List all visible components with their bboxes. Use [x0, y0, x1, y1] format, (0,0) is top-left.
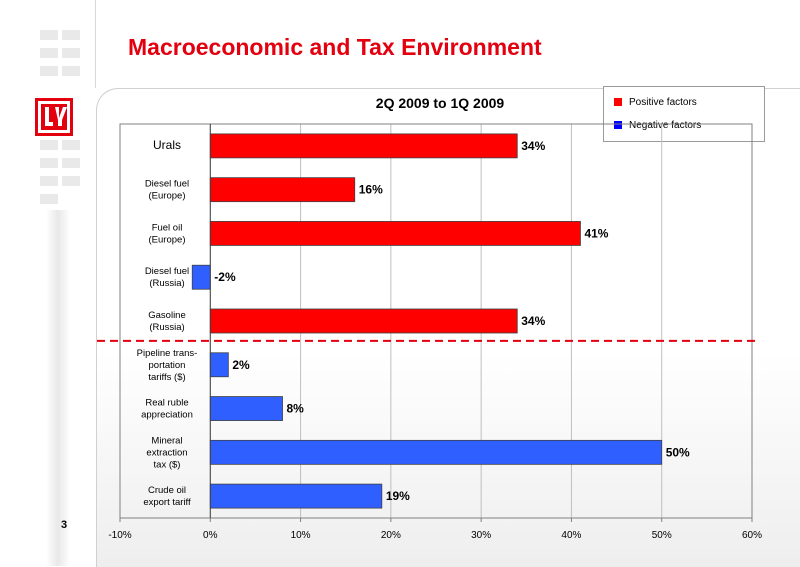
- legend-item-negative: Negative factors: [614, 118, 701, 132]
- data-label: 41%: [584, 226, 608, 240]
- x-tick-label: 0%: [203, 530, 218, 541]
- slide-title: Macroeconomic and Tax Environment: [128, 34, 542, 60]
- data-label: 16%: [359, 183, 383, 197]
- bar: [209, 352, 229, 378]
- bar: [209, 439, 663, 465]
- x-tick-label: 60%: [742, 530, 762, 541]
- data-label: -2%: [214, 270, 236, 284]
- chart-title: 2Q 2009 to 1Q 2009: [375, 95, 505, 111]
- x-tick-label: 30%: [471, 530, 491, 541]
- plot-frame: [119, 123, 753, 519]
- legend-item-positive: Positive factors: [614, 95, 697, 109]
- legend-swatch-negative: [614, 121, 622, 129]
- data-label: 19%: [386, 489, 410, 503]
- x-tick-label: 20%: [381, 530, 401, 541]
- bar: [209, 221, 581, 246]
- category-label: Gasoline (Russia): [148, 310, 186, 333]
- lukoil-logo-icon: [35, 98, 73, 136]
- data-label: 50%: [666, 445, 690, 459]
- x-tick-label: 40%: [561, 530, 581, 541]
- category-label: Urals: [153, 138, 181, 152]
- data-label: 34%: [521, 314, 545, 328]
- bar: [209, 177, 356, 203]
- legend-label-positive: Positive factors: [629, 96, 697, 108]
- bar: [209, 308, 518, 334]
- category-label: Real ruble appreciation: [141, 398, 193, 421]
- category-label: Diesel fuel (Russia): [145, 266, 189, 289]
- data-label: 8%: [287, 402, 305, 416]
- x-tick-label: 10%: [291, 530, 311, 541]
- category-label: Pipeline trans-portation tariffs ($): [137, 348, 198, 383]
- data-label: 34%: [521, 139, 545, 153]
- bar: [209, 483, 383, 509]
- bar: [209, 133, 518, 159]
- category-label: Crude oil export tariff: [143, 485, 191, 508]
- data-label: 2%: [232, 358, 250, 372]
- header-frame: [95, 0, 800, 88]
- legend-swatch-positive: [614, 98, 622, 106]
- left-decorative-stripes: [0, 0, 100, 566]
- page-number: 3: [61, 519, 68, 531]
- x-tick-label: -10%: [108, 530, 131, 541]
- category-label: Fuel oil (Europe): [149, 222, 186, 245]
- category-label: Diesel fuel (Europe): [145, 179, 189, 202]
- x-tick-label: 50%: [652, 530, 672, 541]
- bar: [191, 264, 211, 290]
- category-label: Mineral extraction tax ($): [146, 435, 187, 470]
- bar: [209, 396, 283, 421]
- chart-legend: Positive factors Negative factors: [603, 86, 765, 142]
- legend-label-negative: Negative factors: [629, 119, 702, 131]
